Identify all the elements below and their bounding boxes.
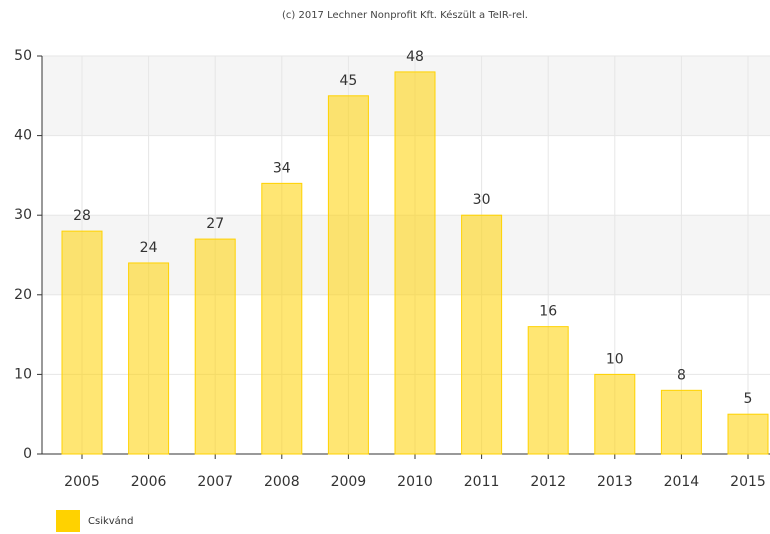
bar (394, 71, 436, 455)
x-tick-label: 2010 (397, 474, 433, 490)
x-tick-label: 2006 (131, 474, 167, 490)
data-label: 16 (539, 304, 557, 320)
y-tick-label: 10 (14, 366, 32, 382)
legend-label: Csikvánd (88, 515, 134, 527)
bar (128, 262, 170, 455)
bar (461, 214, 503, 455)
data-label: 5 (744, 391, 753, 407)
y-tick-label: 50 (14, 48, 32, 64)
bar (261, 182, 303, 455)
x-tick-label: 2007 (197, 474, 233, 490)
x-tick-label: 2014 (664, 474, 700, 490)
bar (727, 413, 769, 455)
y-tick-label: 20 (14, 287, 32, 303)
bar (527, 326, 569, 455)
x-tick-label: 2009 (331, 474, 367, 490)
y-tick-label: 0 (23, 446, 32, 462)
bar (660, 389, 702, 455)
data-label: 10 (606, 351, 624, 367)
bar (594, 373, 636, 455)
y-tick-label: 30 (14, 207, 32, 223)
bar (327, 95, 369, 455)
data-label: 34 (273, 160, 291, 176)
data-label: 24 (140, 240, 158, 256)
chart-subtitle: (c) 2017 Lechner Nonprofit Kft. Készült … (282, 9, 528, 21)
x-tick-label: 2005 (64, 474, 100, 490)
legend-swatch (56, 510, 80, 532)
data-label: 8 (677, 367, 686, 383)
data-label: 30 (473, 192, 491, 208)
x-tick-label: 2008 (264, 474, 300, 490)
x-tick-label: 2012 (530, 474, 566, 490)
x-tick-label: 2013 (597, 474, 633, 490)
x-tick-label: 2015 (730, 474, 766, 490)
data-label: 28 (73, 208, 91, 224)
data-label: 48 (406, 49, 424, 65)
y-tick-label: 40 (14, 128, 32, 144)
data-label: 27 (206, 216, 224, 232)
x-tick-label: 2011 (464, 474, 500, 490)
data-label: 45 (339, 73, 357, 89)
bar (194, 238, 236, 455)
bar (61, 230, 103, 455)
